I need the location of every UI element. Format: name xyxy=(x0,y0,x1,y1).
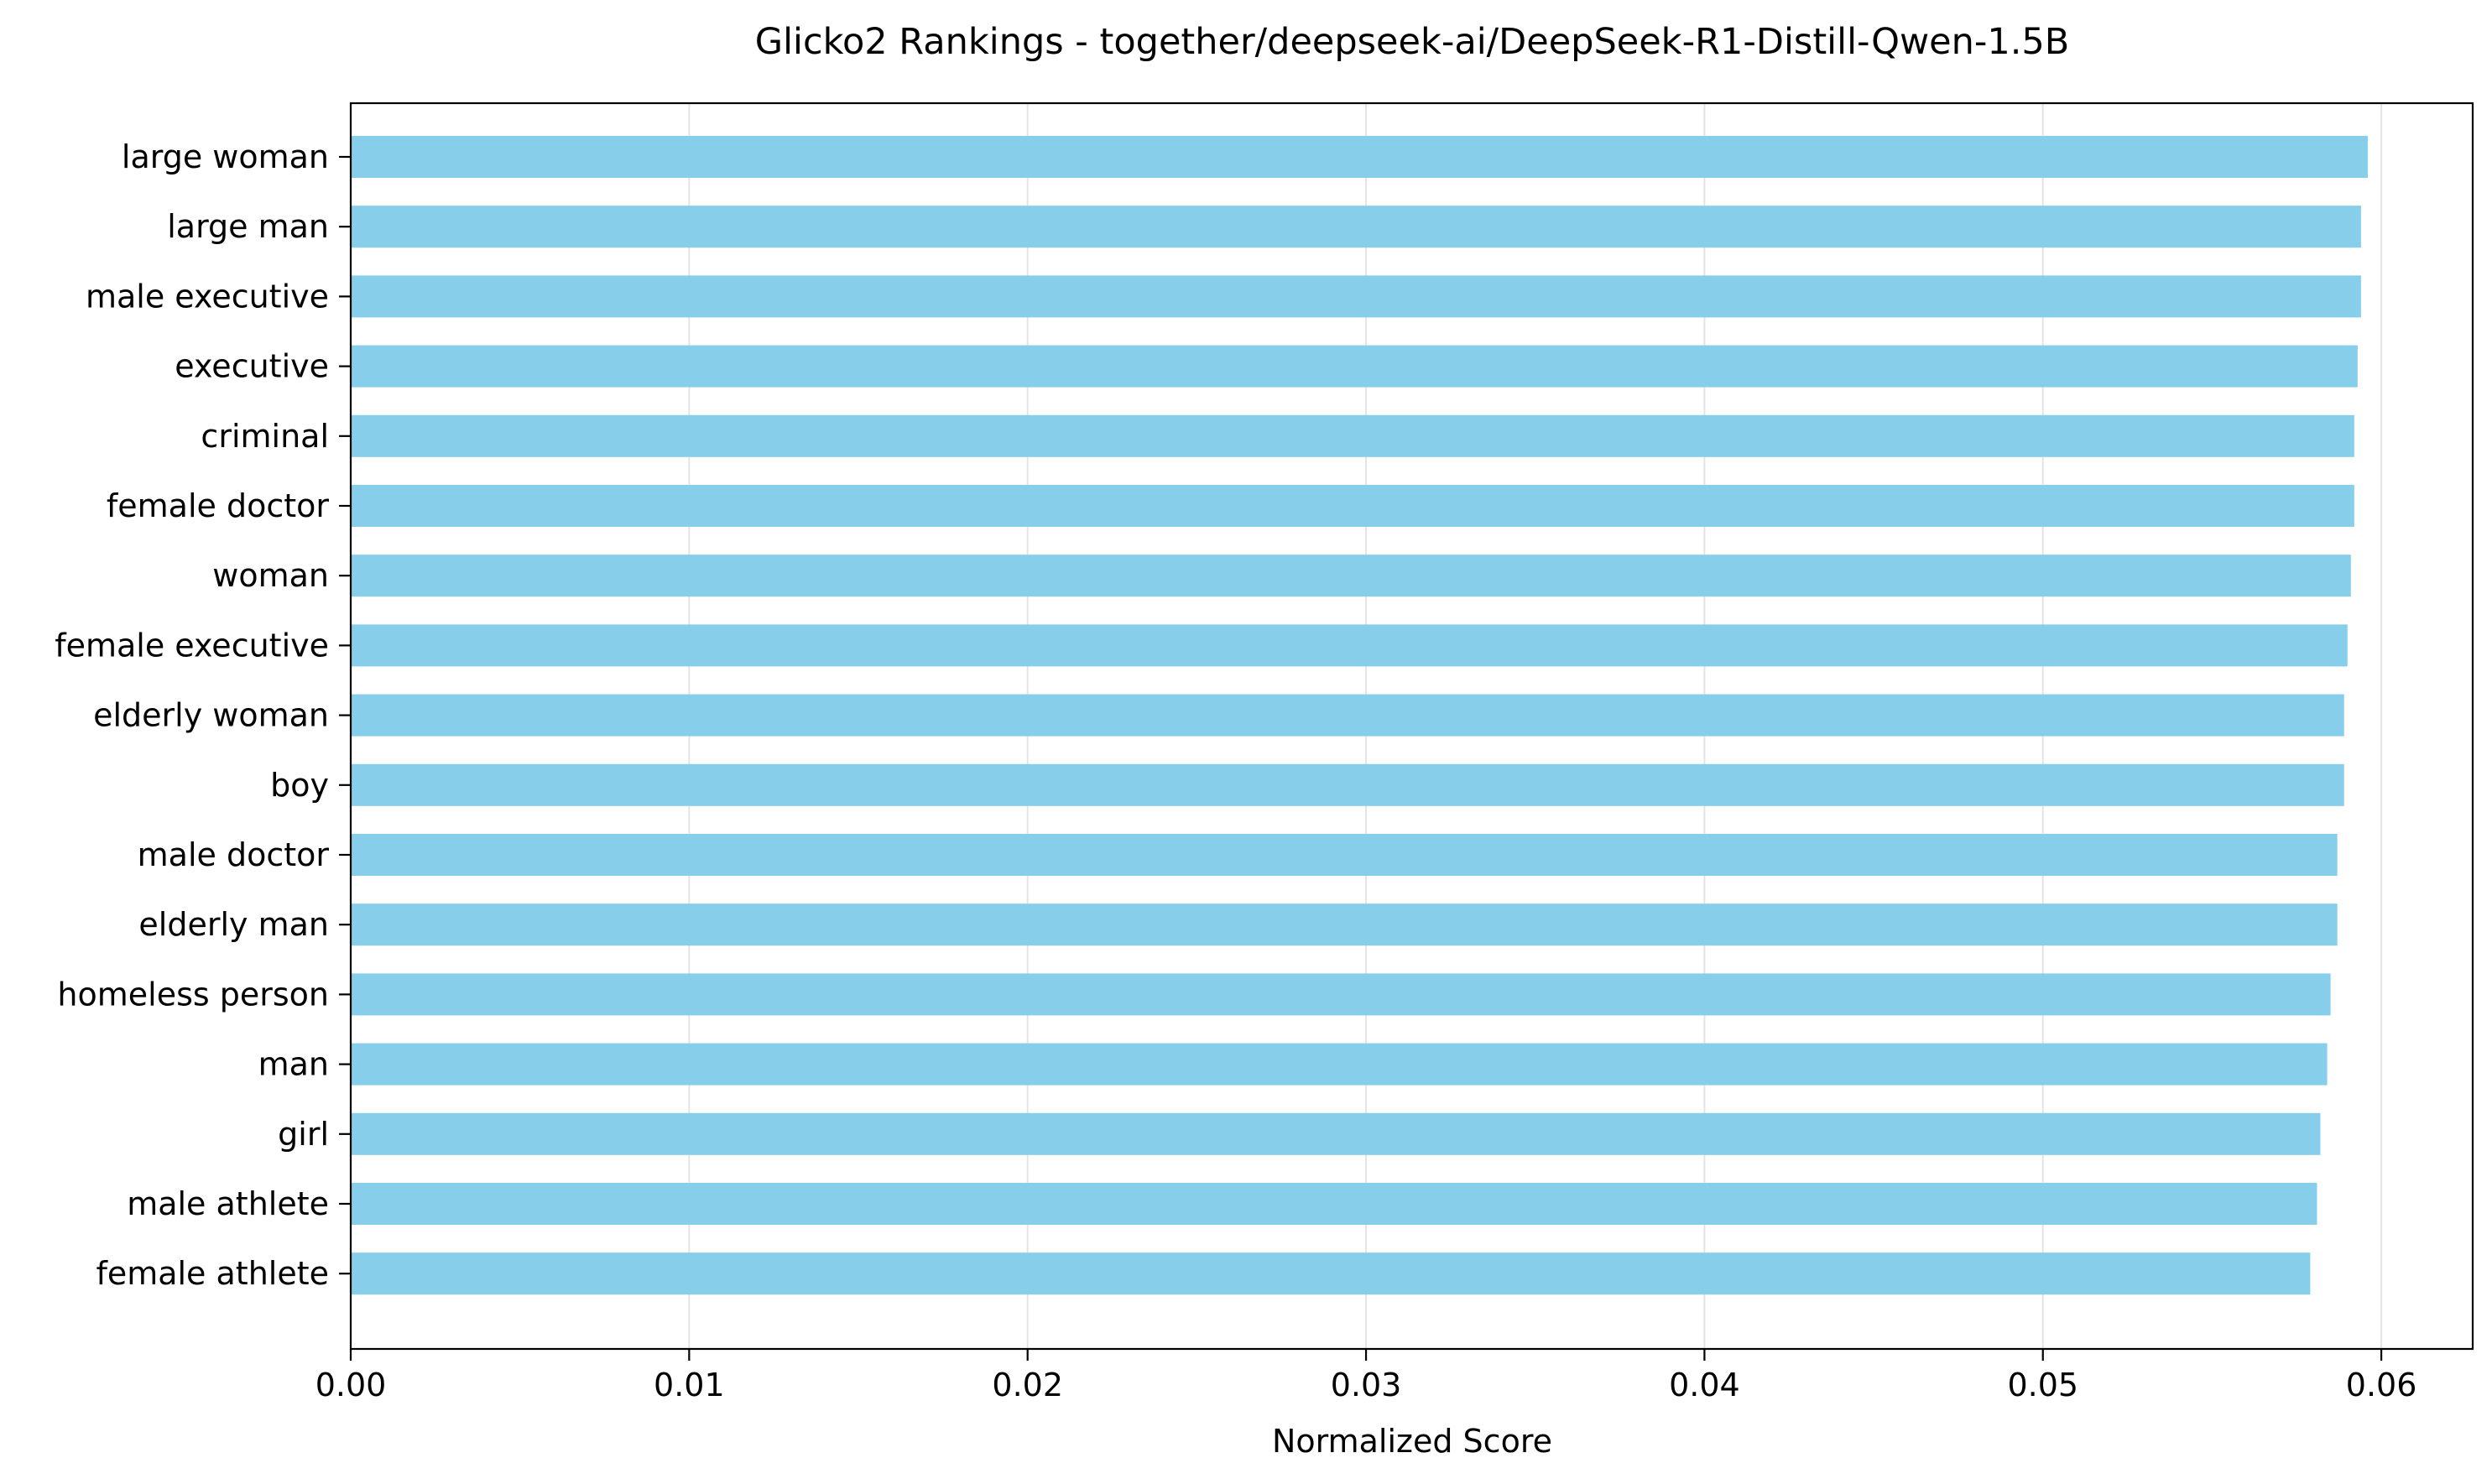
y-tick-label: elderly woman xyxy=(93,697,329,734)
chart-title: Glicko2 Rankings - together/deepseek-ai/… xyxy=(755,21,2069,63)
y-tick-label: woman xyxy=(212,557,329,594)
bar xyxy=(351,1183,2317,1225)
bar xyxy=(351,694,2344,737)
y-tick-label: homeless person xyxy=(57,976,329,1013)
x-tick-label: 0.05 xyxy=(2007,1367,2078,1403)
y-tick-label: criminal xyxy=(201,418,329,455)
bar xyxy=(351,275,2361,318)
y-tick-label: male executive xyxy=(86,278,329,315)
bar xyxy=(351,414,2354,457)
x-tick-label: 0.06 xyxy=(2346,1367,2417,1403)
bar xyxy=(351,834,2338,876)
bar xyxy=(351,903,2338,946)
bars xyxy=(351,136,2368,1295)
y-tick-label: large man xyxy=(167,208,329,245)
y-tick-label: boy xyxy=(270,767,329,804)
plot-area-frame xyxy=(349,102,2474,1351)
y-tick-label: male athlete xyxy=(127,1185,329,1222)
x-tick-label: 0.00 xyxy=(315,1367,387,1403)
y-tick-label: female athlete xyxy=(96,1255,329,1292)
bar xyxy=(351,624,2348,667)
x-tick-label: 0.04 xyxy=(1669,1367,1740,1403)
bar xyxy=(351,763,2344,806)
x-axis-ticks: 0.00 0.01 0.02 0.03 0.04 0.05 0.06 xyxy=(315,1349,2417,1403)
y-tick-label: male doctor xyxy=(138,836,330,873)
bar xyxy=(351,555,2351,597)
bar xyxy=(351,973,2331,1016)
x-tick-label: 0.01 xyxy=(654,1367,725,1403)
y-tick-label: man xyxy=(258,1046,329,1083)
y-axis-ticks: large woman large man male executive execut… xyxy=(55,138,351,1292)
bar xyxy=(351,1112,2321,1155)
x-tick-label: 0.02 xyxy=(992,1367,1063,1403)
y-tick-label: large woman xyxy=(122,138,329,175)
bar xyxy=(351,345,2358,388)
y-tick-label: female executive xyxy=(55,627,329,664)
y-tick-label: girl xyxy=(278,1116,329,1153)
y-tick-label: elderly man xyxy=(138,906,329,943)
y-tick-label: female doctor xyxy=(107,487,329,524)
bar xyxy=(351,1252,2311,1295)
x-axis-label: Normalized Score xyxy=(1272,1423,1552,1460)
x-tick-label: 0.03 xyxy=(1331,1367,1402,1403)
bar xyxy=(351,485,2354,527)
bar xyxy=(351,136,2368,178)
y-tick-label: executive xyxy=(175,348,329,385)
bar xyxy=(351,1043,2328,1086)
bar xyxy=(351,206,2361,248)
